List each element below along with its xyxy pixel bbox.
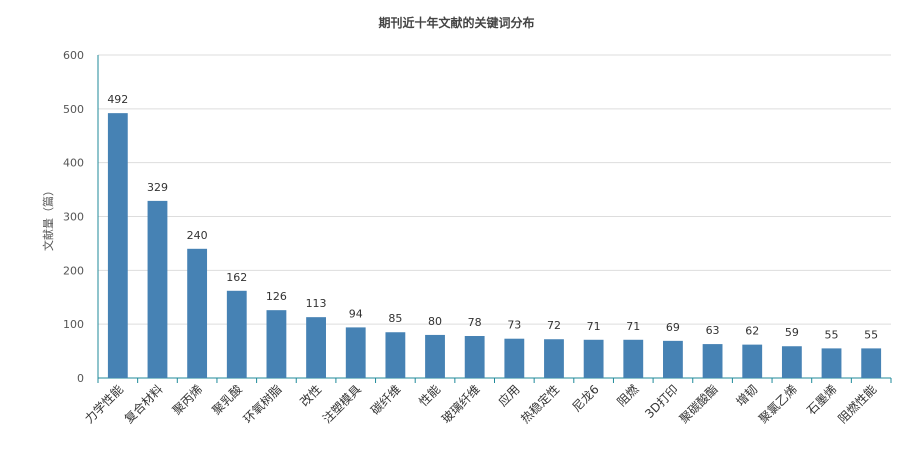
x-tick-label: 应用	[495, 382, 523, 410]
bar	[781, 346, 802, 378]
data-label: 78	[468, 316, 482, 329]
data-label: 85	[388, 312, 402, 325]
data-label: 55	[864, 328, 878, 341]
bar	[147, 200, 168, 378]
data-label: 59	[785, 326, 799, 339]
x-tick-label: 热稳定性	[518, 382, 563, 427]
x-tick-label: 3D打印	[642, 382, 681, 421]
bar	[504, 338, 525, 378]
data-label: 72	[547, 319, 561, 332]
y-tick-label: 300	[63, 211, 84, 224]
data-label: 73	[507, 319, 521, 332]
bar	[742, 344, 763, 378]
data-label: 162	[226, 271, 247, 284]
x-tick-label: 改性	[297, 382, 324, 409]
bar	[385, 332, 406, 378]
data-label: 126	[266, 290, 287, 303]
data-label: 69	[666, 321, 680, 334]
x-tick-label: 聚乳酸	[209, 382, 245, 418]
y-tick-label: 0	[77, 372, 84, 385]
bar	[187, 248, 208, 378]
data-label: 329	[147, 181, 168, 194]
data-label: 62	[745, 325, 759, 338]
bar	[544, 339, 564, 378]
bar	[663, 340, 683, 378]
y-tick-label: 500	[63, 103, 84, 116]
bar	[583, 339, 604, 378]
x-tick-label: 复合材料	[121, 382, 166, 427]
data-label: 71	[587, 320, 601, 333]
data-label: 63	[706, 324, 720, 337]
x-tick-label: 聚丙烯	[170, 382, 205, 417]
bar	[821, 348, 842, 378]
data-label: 71	[626, 320, 640, 333]
y-tick-label: 200	[63, 264, 84, 277]
bar	[107, 113, 128, 378]
bar	[226, 290, 247, 378]
y-tick-label: 100	[63, 318, 84, 331]
data-label: 492	[107, 93, 128, 106]
x-tick-label: 性能	[416, 382, 443, 409]
data-label: 55	[825, 328, 839, 341]
x-tick-label: 增韧	[733, 382, 760, 409]
bar	[464, 336, 485, 378]
bar	[702, 344, 723, 378]
x-tick-label: 碳纤维	[368, 382, 403, 417]
x-tick-label: 力学性能	[81, 382, 126, 427]
data-label: 94	[349, 307, 363, 320]
x-tick-label: 玻璃纤维	[439, 382, 483, 426]
x-tick-label: 注塑模具	[319, 382, 364, 427]
y-tick-label: 400	[63, 157, 84, 170]
x-tick-label: 阻燃	[614, 382, 642, 410]
y-tick-label: 600	[63, 49, 84, 62]
bar	[623, 339, 644, 378]
bar	[345, 327, 366, 378]
chart-title: 期刊近十年文献的关键词分布	[378, 16, 535, 30]
data-label: 80	[428, 315, 442, 328]
bar	[425, 334, 445, 378]
data-label: 113	[306, 297, 327, 310]
x-tick-label: 尼龙6	[569, 382, 601, 414]
bar	[306, 317, 326, 378]
x-tick-label: 聚氯乙烯	[756, 382, 800, 426]
bar	[861, 348, 882, 378]
x-tick-label: 石墨烯	[804, 382, 839, 417]
x-tick-label: 聚碳酸酯	[676, 382, 721, 427]
x-tick-label: 阻燃性能	[835, 382, 880, 427]
bar	[266, 310, 287, 378]
x-tick-label: 环氧树脂	[240, 382, 285, 427]
data-label: 240	[187, 229, 208, 242]
